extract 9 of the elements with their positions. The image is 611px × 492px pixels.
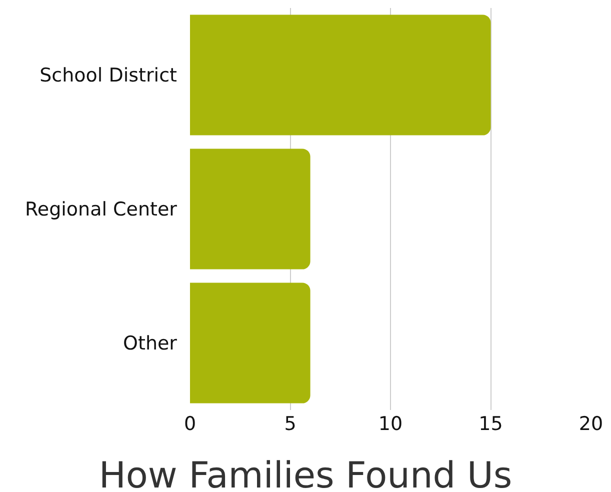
x-tick-label: 20 bbox=[578, 413, 604, 435]
x-tick-label: 5 bbox=[284, 413, 296, 435]
y-tick-label: School District bbox=[40, 64, 177, 87]
x-tick-label: 0 bbox=[184, 413, 196, 435]
y-tick-label: Regional Center bbox=[25, 198, 178, 221]
text: How Families Found Us bbox=[98, 455, 512, 492]
y-tick-label: Other bbox=[123, 332, 178, 355]
x-tick-label: 15 bbox=[478, 413, 503, 435]
x-tick-label: 10 bbox=[378, 413, 403, 435]
